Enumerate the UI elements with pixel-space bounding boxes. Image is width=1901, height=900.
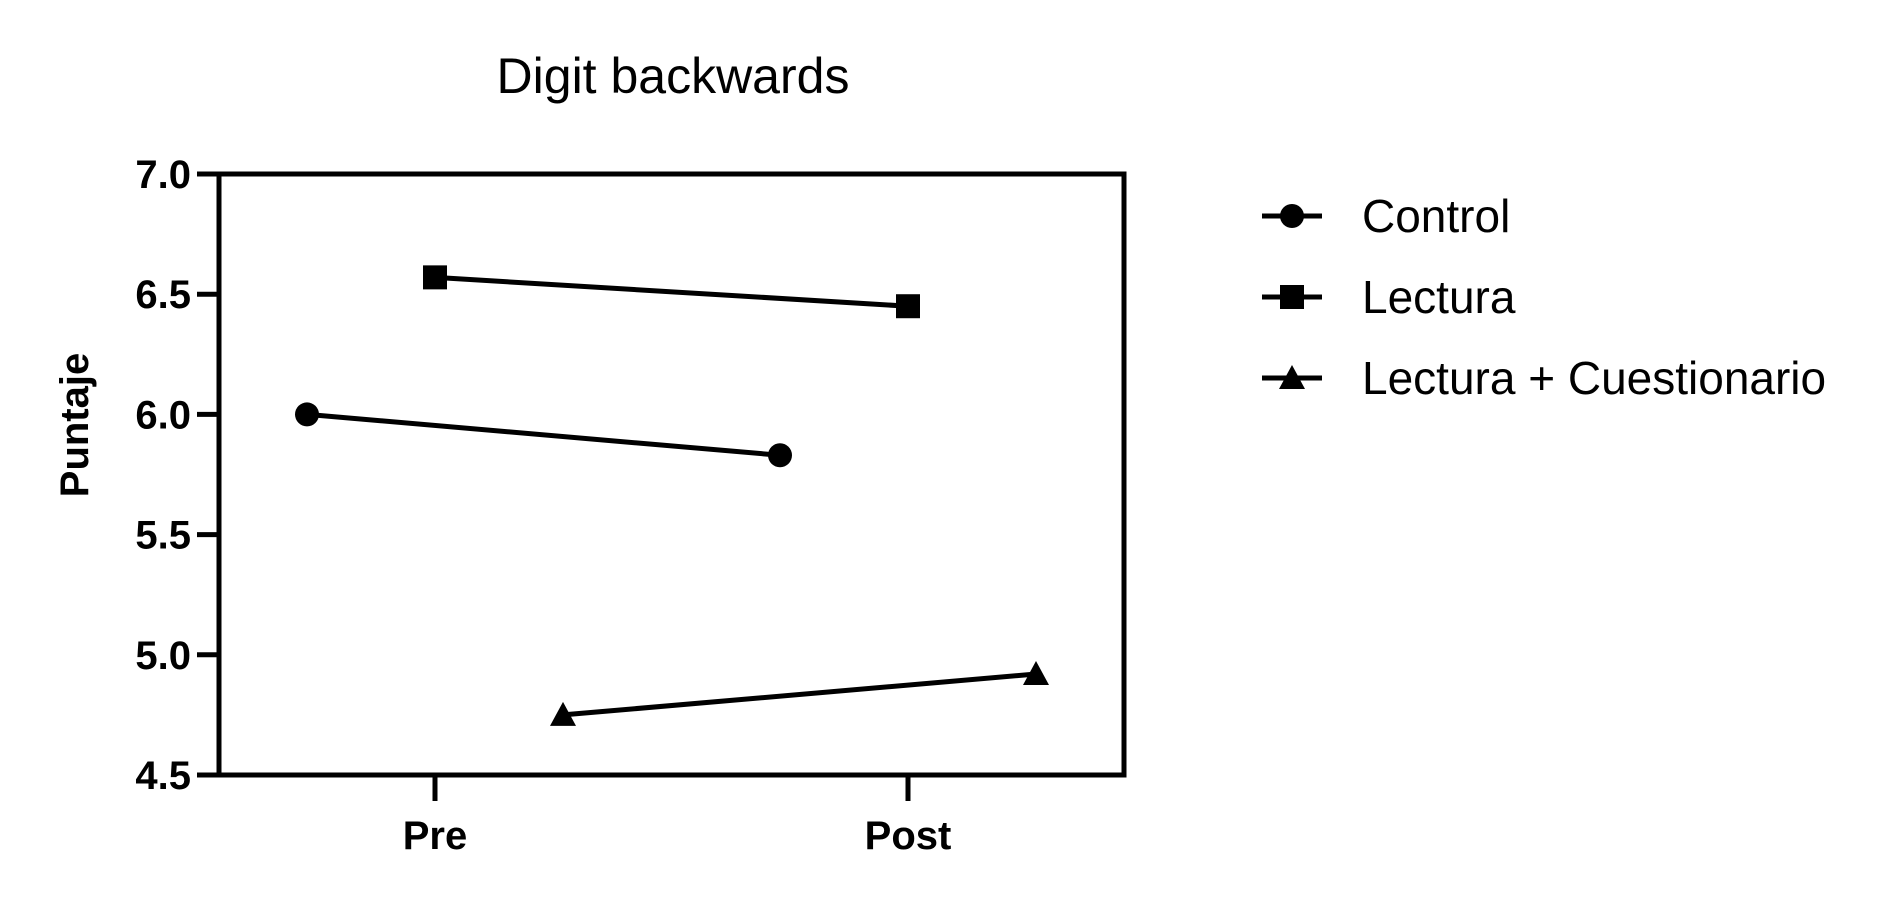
y-tick-label: 5.5 xyxy=(135,514,191,558)
x-tick-label: Pre xyxy=(403,814,468,858)
data-point-square xyxy=(896,294,920,319)
legend-label: Lectura + Cuestionario xyxy=(1362,352,1826,404)
y-tick-label: 6.5 xyxy=(135,273,191,317)
chart-title: Digit backwards xyxy=(497,48,850,104)
legend-marker-circle xyxy=(1280,204,1304,228)
legend-label: Lectura xyxy=(1362,271,1516,323)
series-layer xyxy=(295,265,1049,726)
series-line-triangle xyxy=(562,671,1037,718)
x-axis: Pre Post xyxy=(403,775,952,858)
legend: Control Lectura Lectura + Cuestionario xyxy=(1262,190,1826,404)
y-tick-label: 6.0 xyxy=(135,393,191,437)
legend-label: Control xyxy=(1362,190,1510,242)
data-point-square xyxy=(423,265,447,290)
series-line-circle xyxy=(306,411,781,458)
data-point-triangle xyxy=(550,701,576,726)
data-point-triangle xyxy=(1023,661,1049,686)
y-tick-label: 4.5 xyxy=(135,754,191,798)
legend-marker-square xyxy=(1280,285,1304,309)
y-axis: 4.5 5.0 5.5 6.0 6.5 7.0 xyxy=(135,153,219,798)
y-tick-label: 7.0 xyxy=(135,153,191,197)
data-point-circle xyxy=(768,443,792,468)
series-line-square xyxy=(434,274,909,309)
legend-marker-triangle xyxy=(1279,365,1305,389)
x-tick-label: Post xyxy=(865,814,952,858)
y-axis-label: Puntaje xyxy=(53,353,97,497)
data-point-circle xyxy=(295,402,319,427)
plot-frame xyxy=(216,171,1127,778)
y-tick-label: 5.0 xyxy=(135,634,191,678)
